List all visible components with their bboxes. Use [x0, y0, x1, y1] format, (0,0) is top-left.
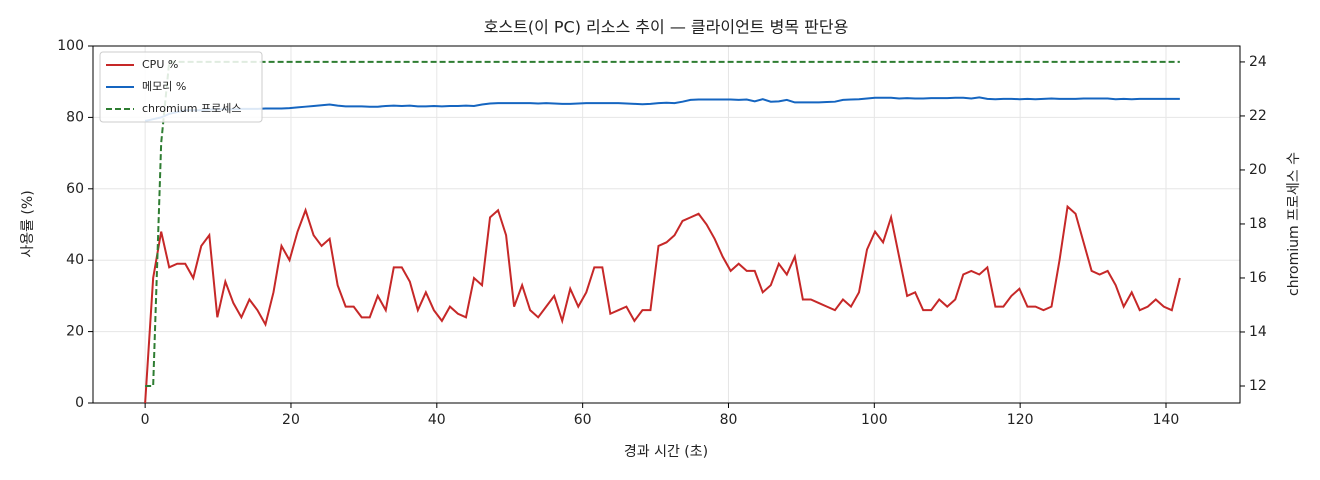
x-tick-label: 40 — [428, 412, 446, 428]
x-tick-label: 120 — [1007, 412, 1034, 428]
x-tick-label: 80 — [720, 412, 738, 428]
chart-title: 호스트(이 PC) 리소스 추이 — 클라이언트 병목 판단용 — [484, 18, 849, 37]
y2-tick-label: 14 — [1249, 324, 1267, 340]
x-tick-label: 20 — [282, 412, 300, 428]
y2-tick-label: 18 — [1249, 216, 1267, 232]
x-tick-label: 0 — [141, 412, 150, 428]
plot-frame — [92, 45, 1241, 404]
y-axis-label: 사용률 (%) — [20, 190, 36, 257]
series-line — [145, 60, 1180, 387]
y-tick-label: 0 — [75, 395, 84, 411]
y2-tick-label: 24 — [1249, 54, 1267, 70]
x-tick-label: 60 — [574, 412, 592, 428]
y-tick-label: 40 — [66, 252, 84, 268]
legend-label: 메모리 % — [142, 80, 186, 93]
y2-tick-label: 20 — [1249, 162, 1267, 178]
y-tick-label: 20 — [66, 324, 84, 340]
y2-axis-label: chromium 프로세스 수 — [1286, 152, 1302, 296]
x-axis-label: 경과 시간 (초) — [624, 444, 708, 460]
y-tick-label: 60 — [66, 181, 84, 197]
series-line — [144, 204, 1181, 404]
x-tick-label: 140 — [1153, 412, 1180, 428]
legend-box — [99, 51, 263, 123]
y-tick-label: 80 — [66, 109, 84, 125]
y-tick-label: 100 — [57, 38, 84, 54]
y2-tick-label: 12 — [1249, 378, 1267, 394]
legend-label: CPU % — [142, 58, 178, 71]
x-tick-label: 100 — [861, 412, 888, 428]
legend-label: chromium 프로세스 — [142, 102, 241, 115]
y2-tick-label: 22 — [1249, 108, 1267, 124]
series-line — [144, 96, 1180, 122]
y2-tick-label: 16 — [1249, 270, 1267, 286]
